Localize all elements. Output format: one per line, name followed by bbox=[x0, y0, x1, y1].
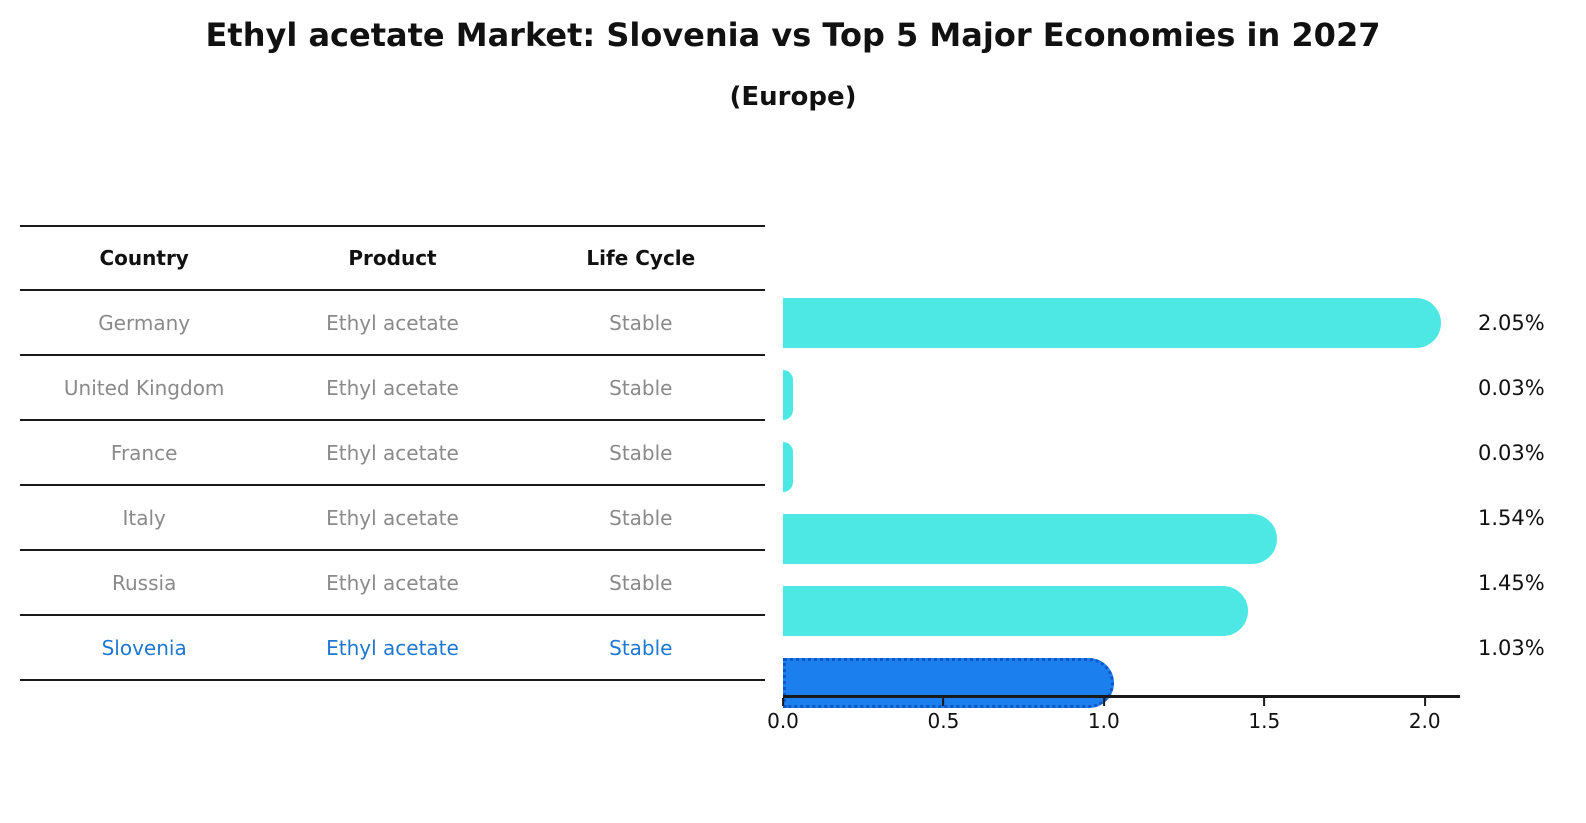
column-header-country: Country bbox=[99, 246, 189, 270]
table-row-italy: Italy Ethyl acetate Stable bbox=[20, 486, 765, 551]
product-cell: Ethyl acetate bbox=[326, 570, 459, 595]
life-cycle-cell: Stable bbox=[609, 375, 673, 400]
table-row-germany: Germany Ethyl acetate Stable bbox=[20, 291, 765, 356]
x-tick-label: 1.0 bbox=[1087, 709, 1120, 733]
bar-row bbox=[783, 514, 1460, 579]
x-axis-line bbox=[783, 695, 1460, 698]
x-tick-label: 2.0 bbox=[1408, 709, 1441, 733]
x-tick: 1.5 bbox=[1248, 698, 1280, 733]
country-cell: Slovenia bbox=[101, 635, 187, 660]
bar-row bbox=[783, 586, 1460, 651]
country-cell: Germany bbox=[98, 310, 191, 335]
bar-row bbox=[783, 298, 1460, 363]
column-header-product: Product bbox=[348, 246, 437, 270]
chart-subtitle: (Europe) bbox=[729, 82, 857, 112]
x-tick: 1.0 bbox=[1088, 698, 1120, 733]
bar-chart-plot-area: 0.0 0.5 1.0 1.5 2.0 bbox=[767, 291, 1460, 733]
bar-value-label: 1.54% bbox=[1478, 506, 1545, 530]
bar-row bbox=[783, 658, 1460, 723]
x-tick-label: 0.5 bbox=[927, 709, 960, 733]
bar-value-label: 2.05% bbox=[1478, 311, 1545, 335]
data-table: Country Product Life Cycle Germany Ethyl… bbox=[20, 225, 765, 681]
chart-title: Ethyl acetate Market: Slovenia vs Top 5 … bbox=[205, 16, 1381, 54]
life-cycle-cell: Stable bbox=[609, 635, 673, 660]
x-tick-mark bbox=[1423, 698, 1426, 706]
bar-row bbox=[783, 370, 1460, 435]
x-tick: 2.0 bbox=[1409, 698, 1441, 733]
bar-value-label: 1.45% bbox=[1478, 571, 1545, 595]
table-row-united-kingdom: United Kingdom Ethyl acetate Stable bbox=[20, 356, 765, 421]
bar-value-label: 0.03% bbox=[1478, 376, 1545, 400]
x-tick-label: 1.5 bbox=[1248, 709, 1281, 733]
product-cell: Ethyl acetate bbox=[326, 440, 459, 465]
bar-italy bbox=[783, 514, 1278, 564]
bar-france bbox=[783, 442, 793, 492]
country-cell: Russia bbox=[112, 570, 177, 595]
x-tick-label: 0.0 bbox=[767, 709, 799, 733]
product-cell: Ethyl acetate bbox=[326, 310, 459, 335]
table-row-russia: Russia Ethyl acetate Stable bbox=[20, 551, 765, 616]
x-tick-mark bbox=[1263, 698, 1266, 706]
x-tick: 0.5 bbox=[927, 698, 960, 733]
x-tick-mark bbox=[782, 698, 784, 706]
table-row-slovenia-highlighted: Slovenia Ethyl acetate Stable bbox=[20, 616, 765, 681]
x-tick: 0.0 bbox=[767, 698, 799, 733]
life-cycle-cell: Stable bbox=[609, 440, 673, 465]
bar-row bbox=[783, 442, 1460, 507]
product-cell: Ethyl acetate bbox=[326, 375, 459, 400]
bar-slovenia-highlighted bbox=[783, 658, 1114, 708]
x-tick-mark bbox=[942, 698, 945, 706]
bar-united-kingdom bbox=[783, 370, 793, 420]
country-cell: France bbox=[110, 440, 178, 465]
bar-value-label: 0.03% bbox=[1478, 441, 1545, 465]
bar-germany bbox=[783, 298, 1441, 348]
life-cycle-cell: Stable bbox=[609, 570, 673, 595]
product-cell: Ethyl acetate bbox=[326, 635, 459, 660]
product-cell: Ethyl acetate bbox=[326, 505, 459, 530]
column-header-life-cycle: Life Cycle bbox=[586, 246, 696, 270]
country-cell: United Kingdom bbox=[63, 375, 225, 400]
life-cycle-cell: Stable bbox=[609, 310, 673, 335]
life-cycle-cell: Stable bbox=[609, 505, 673, 530]
bar-russia bbox=[783, 586, 1249, 636]
bar-value-label: 1.03% bbox=[1478, 636, 1545, 660]
table-header-row: Country Product Life Cycle bbox=[20, 227, 765, 291]
table-row-france: France Ethyl acetate Stable bbox=[20, 421, 765, 486]
country-cell: Italy bbox=[122, 505, 166, 530]
bar-value-labels: 2.05% 0.03% 0.03% 1.54% 1.45% 1.03% bbox=[1478, 291, 1586, 681]
x-tick-mark bbox=[1102, 698, 1105, 706]
